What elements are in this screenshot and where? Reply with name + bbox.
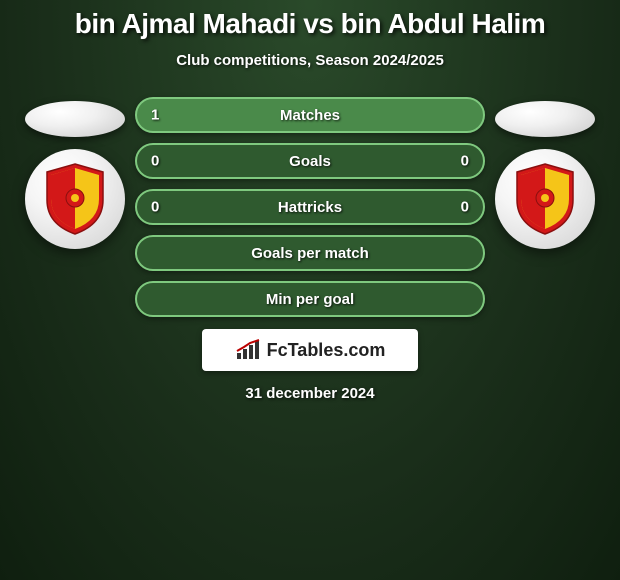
brand-text: FcTables.com	[267, 340, 386, 361]
stat-label: Min per goal	[266, 291, 354, 308]
stat-pill: Matches 1	[135, 97, 485, 133]
shield-crest-icon	[43, 162, 107, 236]
main-row: Matches 1 Goals 0 0 Hattricks 0 0 Goals per matc…	[0, 97, 620, 317]
footer-date: 31 december 2024	[0, 385, 620, 402]
stat-value-left: 0	[151, 199, 159, 216]
stat-label: Goals per match	[251, 245, 369, 262]
bar-chart-icon	[235, 339, 263, 361]
left-player-col	[15, 97, 135, 249]
stat-label: Goals	[289, 153, 331, 170]
player-avatar-right	[495, 101, 595, 137]
h2h-infographic: bin Ajmal Mahadi vs bin Abdul Halim Club…	[0, 0, 620, 402]
club-badge-right	[495, 149, 595, 249]
stat-pill: Hattricks 0 0	[135, 189, 485, 225]
right-player-col	[485, 97, 605, 249]
stat-value-left: 0	[151, 153, 159, 170]
stat-value-right: 0	[461, 199, 469, 216]
stats-column: Matches 1 Goals 0 0 Hattricks 0 0 Goals per matc…	[135, 97, 485, 317]
stat-value-left: 1	[151, 107, 159, 124]
stat-pill: Min per goal	[135, 281, 485, 317]
stat-value-right: 0	[461, 153, 469, 170]
player-avatar-left	[25, 101, 125, 137]
brand-badge: FcTables.com	[202, 329, 418, 371]
club-badge-left	[25, 149, 125, 249]
subtitle: Club competitions, Season 2024/2025	[0, 52, 620, 69]
stat-pill: Goals per match	[135, 235, 485, 271]
page-title: bin Ajmal Mahadi vs bin Abdul Halim	[0, 8, 620, 40]
shield-crest-icon	[513, 162, 577, 236]
stat-pill: Goals 0 0	[135, 143, 485, 179]
stat-label: Matches	[280, 107, 340, 124]
stat-label: Hattricks	[278, 199, 342, 216]
